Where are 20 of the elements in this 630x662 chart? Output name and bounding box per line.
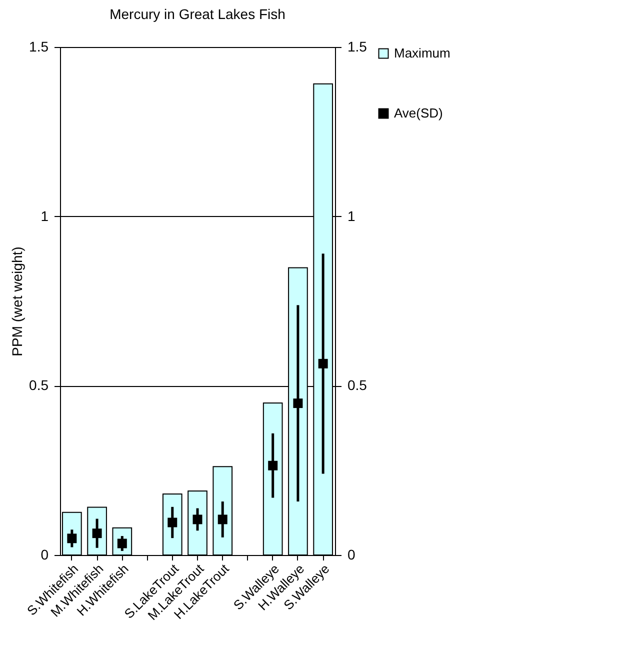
y-axis-title: PPM (wet weight) [9, 246, 26, 356]
point [293, 398, 303, 408]
y-tick-label: 0 [40, 546, 49, 562]
point [218, 514, 228, 524]
y-tick-label: 1 [40, 208, 49, 224]
y-tick-label: 1.5 [29, 38, 49, 54]
point [92, 528, 102, 538]
point [318, 358, 328, 368]
point [168, 518, 178, 528]
y-tick-label: 0.5 [29, 377, 49, 394]
y2-tick-label: 1 [348, 208, 356, 224]
point [192, 514, 202, 524]
y2-tick-label: 1.5 [348, 38, 368, 54]
y2-tick-label: 0.5 [348, 377, 368, 394]
point [67, 534, 77, 544]
chart-title: Mercury in Great Lakes Fish [110, 6, 286, 22]
point [268, 460, 278, 470]
legend-label: Maximum [394, 46, 450, 60]
y2-tick-label: 0 [348, 546, 356, 562]
legend-label: Ave(SD) [394, 106, 443, 120]
